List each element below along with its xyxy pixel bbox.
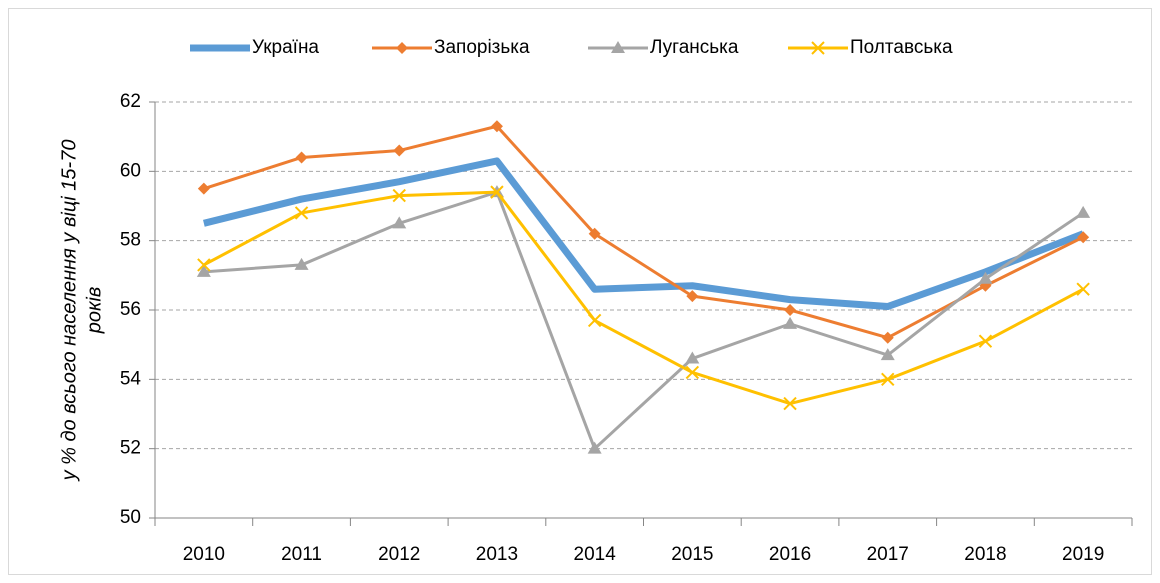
marker xyxy=(978,334,993,348)
y-axis-label: років xyxy=(83,287,105,335)
y-tick-label: 58 xyxy=(120,230,141,251)
marker xyxy=(881,331,894,344)
series-line xyxy=(203,190,1084,451)
marker xyxy=(783,396,797,411)
marker xyxy=(686,290,699,303)
legend-label: Запорізька xyxy=(434,37,530,58)
series-line xyxy=(203,124,1084,340)
y-axis-label: у % до всього населення у віці 15-70 xyxy=(58,140,80,483)
x-tick-label: 2019 xyxy=(1062,544,1104,565)
marker xyxy=(196,264,211,277)
x-tick-label: 2018 xyxy=(964,544,1006,565)
legend-label: Луганська xyxy=(650,37,739,58)
marker xyxy=(784,304,797,316)
marker xyxy=(587,441,602,454)
chart-frame xyxy=(8,8,1152,575)
y-tick-label: 62 xyxy=(120,91,141,112)
y-tick-label: 52 xyxy=(120,438,141,459)
y-tick-label: 54 xyxy=(120,368,142,389)
marker xyxy=(881,372,895,387)
legend-marker xyxy=(811,41,825,55)
marker xyxy=(1076,205,1091,218)
marker xyxy=(588,227,601,240)
x-tick-label: 2012 xyxy=(378,544,420,565)
y-tick-label: 56 xyxy=(120,299,141,320)
legend-marker xyxy=(611,41,625,53)
marker xyxy=(392,216,407,229)
marker xyxy=(197,182,210,195)
marker xyxy=(393,144,406,157)
x-tick-label: 2016 xyxy=(769,544,811,565)
legend-label: Полтавська xyxy=(850,37,953,58)
legend-label: Україна xyxy=(252,37,319,58)
x-tick-label: 2011 xyxy=(281,544,322,565)
marker xyxy=(1077,231,1090,244)
series-line xyxy=(203,190,1084,406)
x-tick-label: 2010 xyxy=(183,544,225,565)
marker xyxy=(392,188,406,203)
marker xyxy=(685,351,700,364)
legend-marker xyxy=(396,42,408,54)
marker xyxy=(294,206,309,220)
marker xyxy=(587,313,602,328)
marker xyxy=(783,316,798,329)
marker xyxy=(295,151,308,164)
marker xyxy=(197,258,211,272)
marker xyxy=(1076,282,1090,296)
x-tick-label: 2015 xyxy=(671,544,713,565)
marker xyxy=(685,365,700,380)
series-line xyxy=(203,157,1085,311)
marker xyxy=(294,257,309,270)
marker xyxy=(978,271,993,284)
x-tick-label: 2013 xyxy=(476,544,518,565)
y-tick-label: 60 xyxy=(120,160,141,181)
marker xyxy=(880,348,895,361)
x-tick-label: 2017 xyxy=(867,544,909,565)
marker xyxy=(490,120,503,133)
x-tick-label: 2014 xyxy=(574,544,617,565)
y-tick-label: 50 xyxy=(120,507,141,528)
marker xyxy=(490,185,504,199)
